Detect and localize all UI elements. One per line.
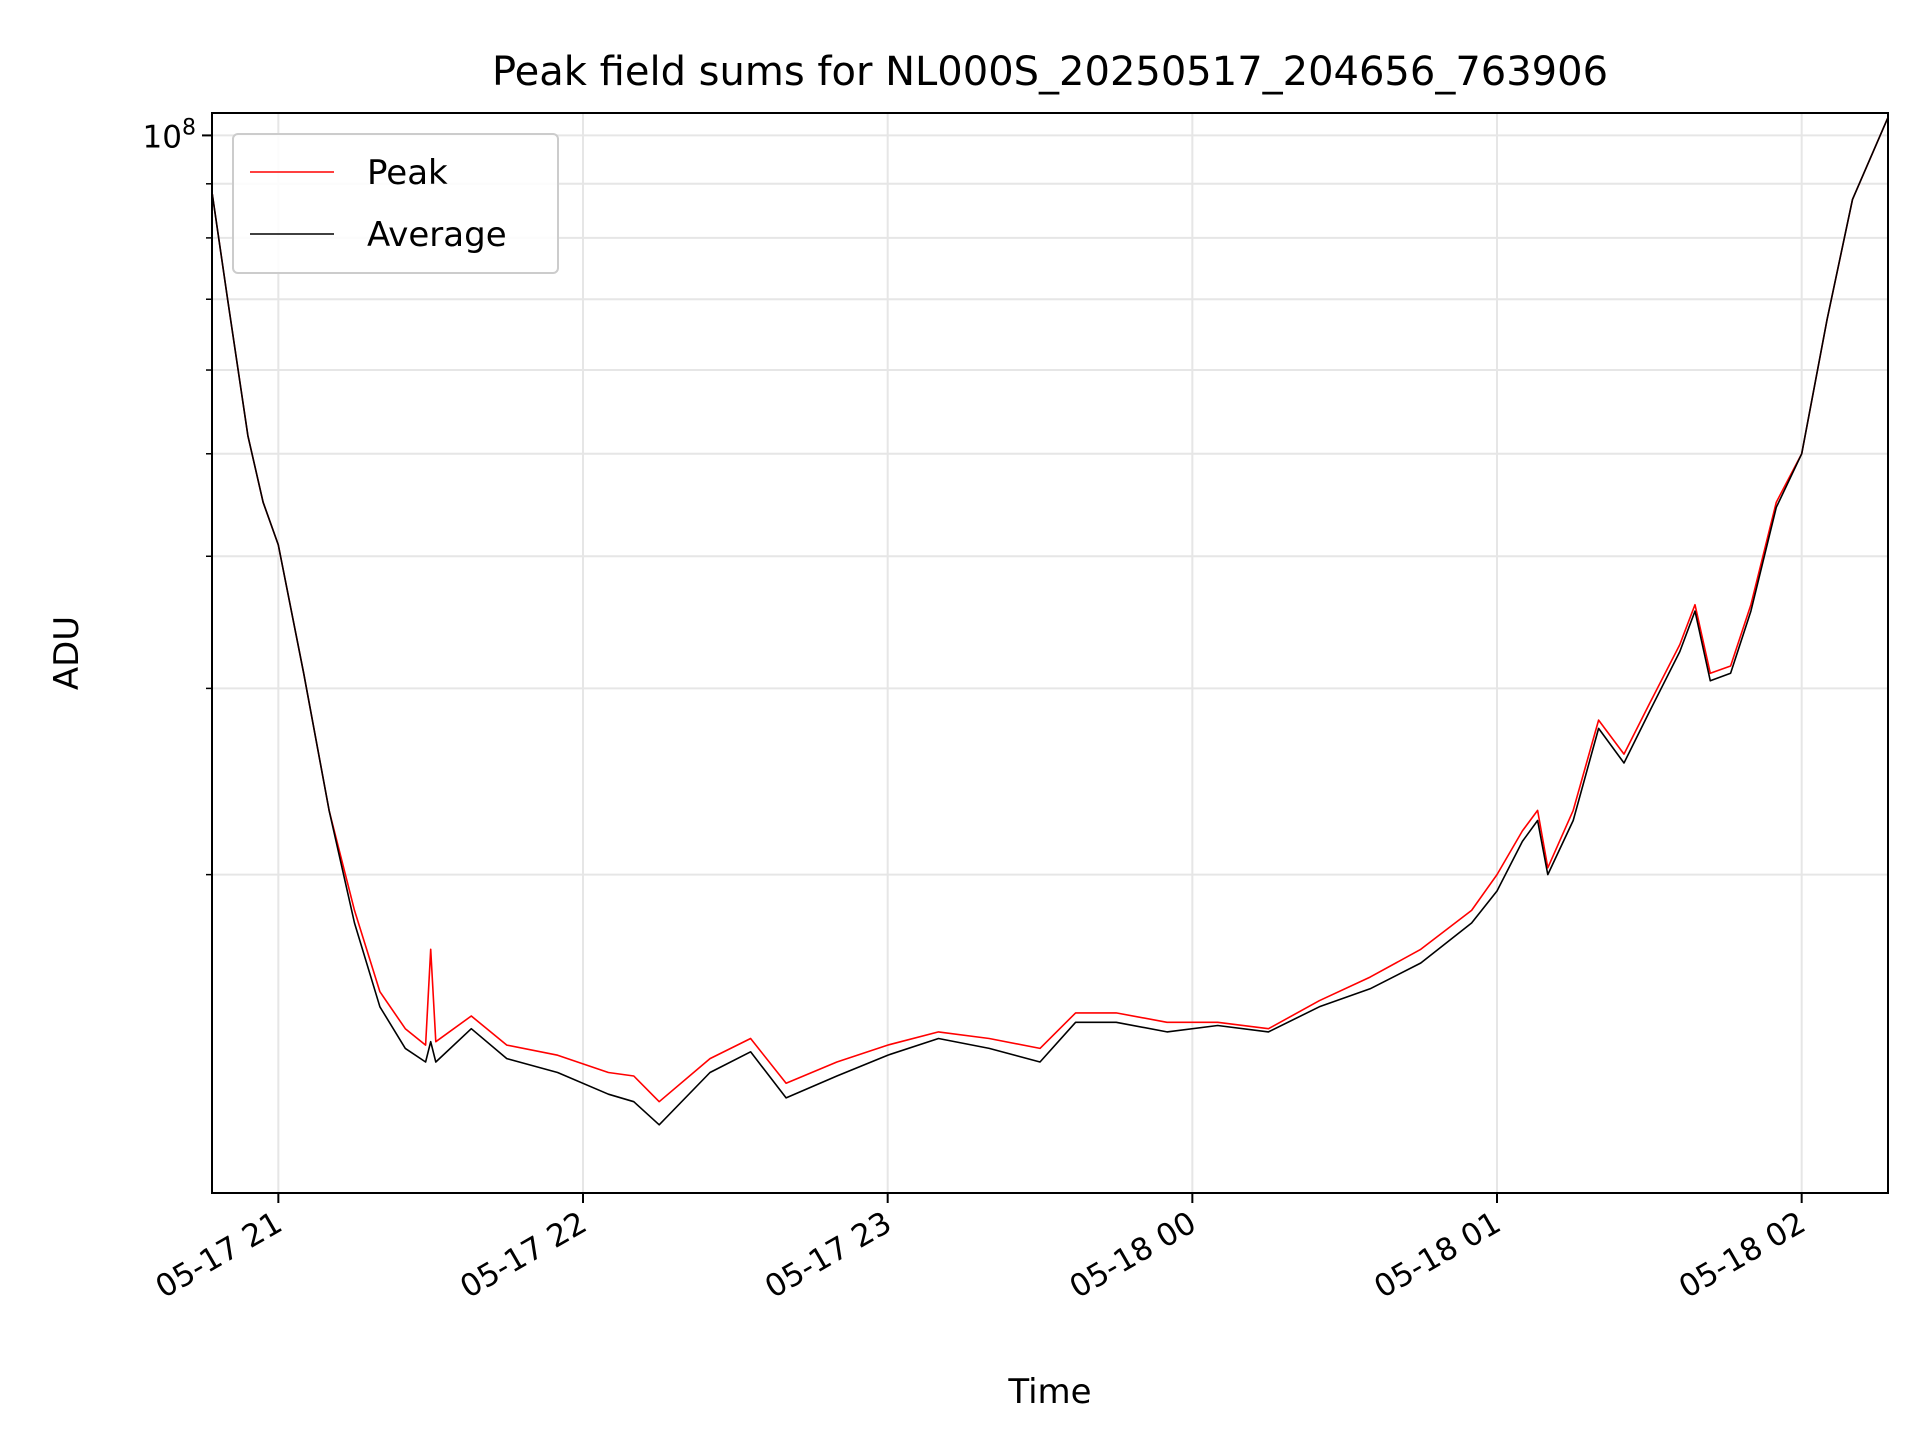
legend: Peak Average bbox=[232, 133, 559, 274]
series-line-average bbox=[211, 117, 1889, 1126]
legend-box bbox=[232, 133, 559, 274]
y-tick-label: 108 bbox=[143, 115, 196, 155]
x-axis-label: Time bbox=[1007, 1372, 1091, 1412]
grid bbox=[212, 113, 1888, 1193]
y-axis-label: ADU bbox=[47, 616, 87, 690]
legend-label-peak: Peak bbox=[367, 153, 448, 193]
series-group bbox=[211, 117, 1889, 1126]
legend-label-average: Average bbox=[367, 215, 507, 255]
series-line-peak bbox=[211, 117, 1889, 1103]
plot-frame bbox=[211, 112, 1889, 1194]
chart-title: Peak field sums for NL000S_20250517_2046… bbox=[492, 49, 1608, 95]
